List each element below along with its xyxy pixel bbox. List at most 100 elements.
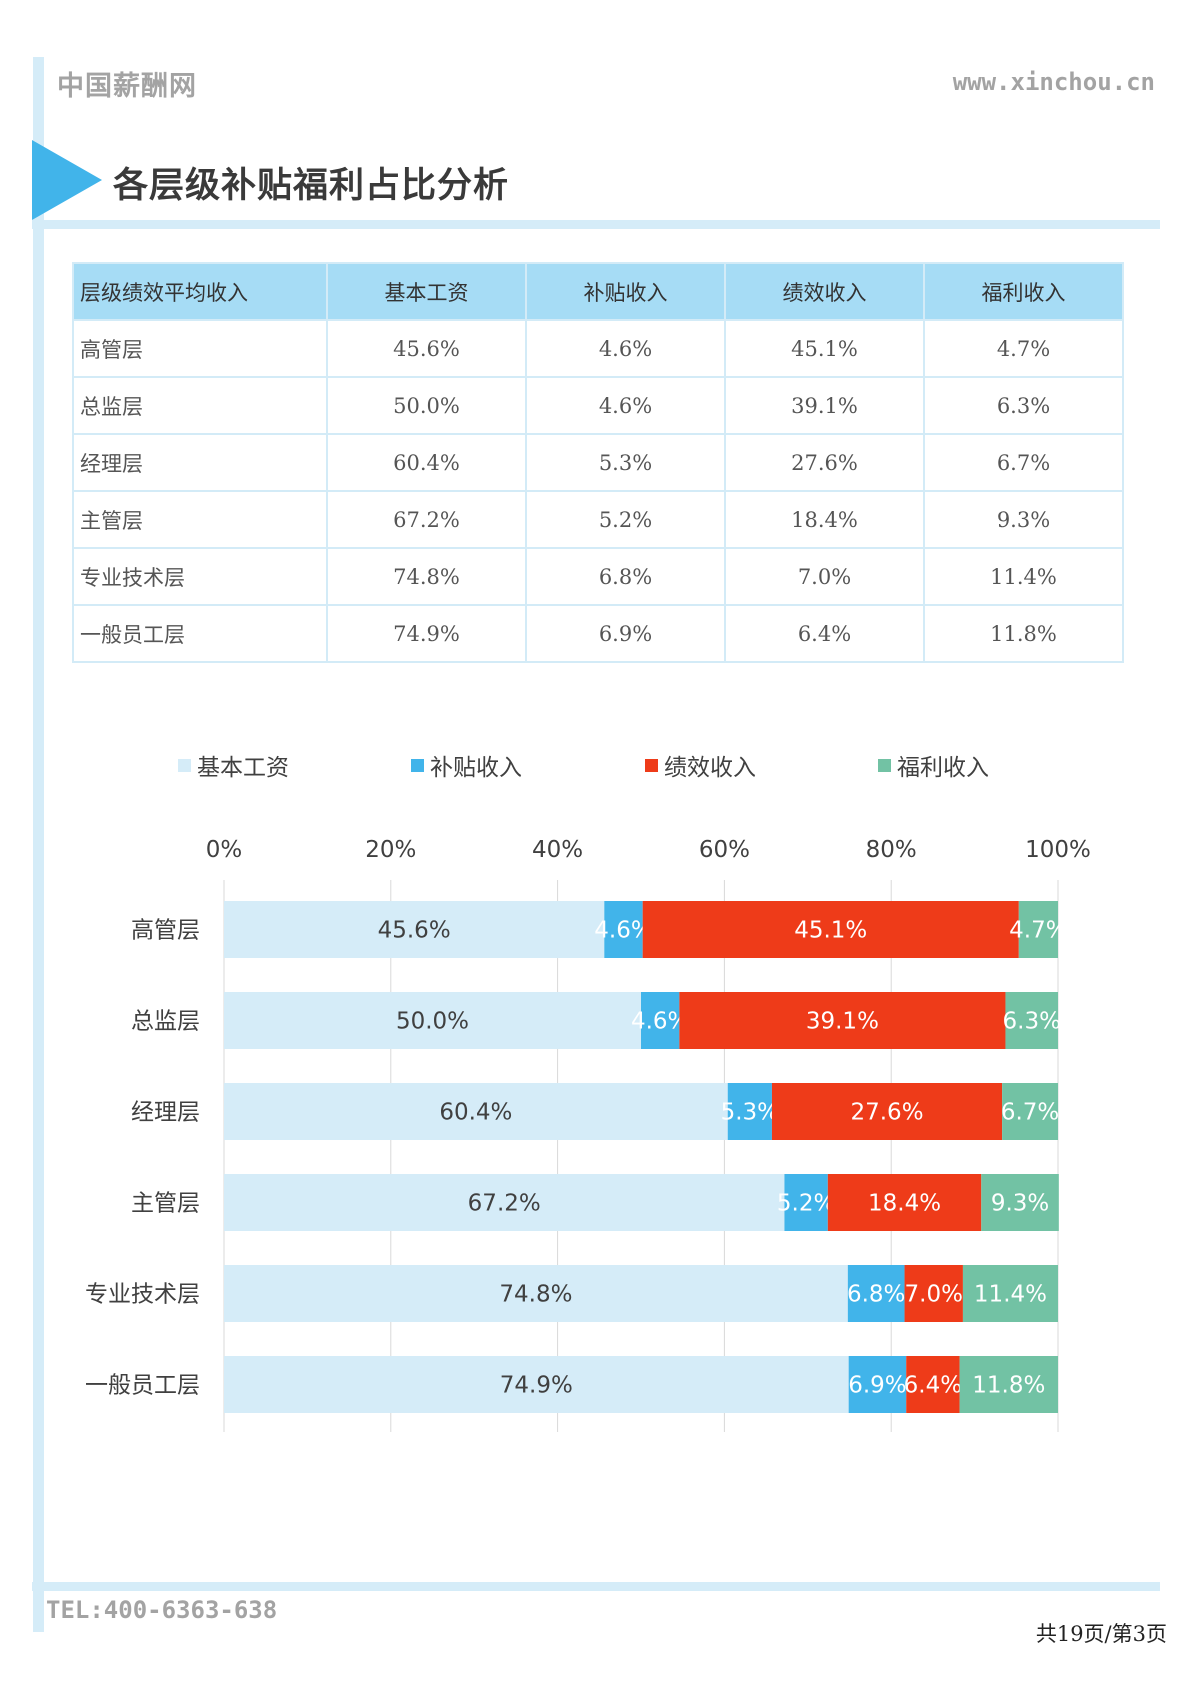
- legend-item: 绩效收入: [645, 748, 756, 782]
- bar-segment: [906, 1356, 960, 1413]
- table-cell: 50.0%: [326, 376, 527, 435]
- table-cell: 6.7%: [923, 433, 1124, 492]
- bar-segment: [224, 1265, 848, 1322]
- bar-segment: [847, 1265, 905, 1322]
- legend-swatch: [878, 758, 891, 772]
- bar-segment: [224, 901, 605, 958]
- chart-legend: 基本工资 补贴收入 绩效收入 福利收入: [178, 748, 1078, 781]
- table-cell: 6.9%: [525, 604, 726, 663]
- site-url: www.xinchou.cn: [952, 68, 1155, 96]
- data-label: 5.2%: [777, 1191, 835, 1217]
- table-cell: 11.4%: [923, 547, 1124, 606]
- legend-swatch: [411, 758, 424, 772]
- x-tick-label: 0%: [206, 837, 243, 863]
- category-label: 主管层: [131, 1191, 200, 1217]
- data-label: 6.4%: [904, 1373, 962, 1399]
- section-title: 各层级补贴福利占比分析: [113, 166, 510, 206]
- bar-segment: [959, 1356, 1058, 1413]
- bar-segment: [604, 901, 643, 958]
- table-cell: 45.1%: [724, 319, 925, 378]
- data-label: 11.4%: [974, 1282, 1047, 1308]
- table-cell: 6.4%: [724, 604, 925, 663]
- brand-name: 中国薪酬网: [57, 71, 197, 102]
- table-cell: 5.2%: [525, 490, 726, 549]
- row-label: 专业技术层: [72, 547, 328, 606]
- bar-segment: [641, 992, 680, 1049]
- legend-label: 福利收入: [897, 755, 989, 781]
- table-cell: 6.8%: [525, 547, 726, 606]
- legend-item: 基本工资: [178, 748, 289, 782]
- x-tick-label: 40%: [532, 837, 583, 863]
- table-row: 主管层 67.2% 5.2% 18.4% 9.3%: [72, 490, 1124, 549]
- category-label: 专业技术层: [85, 1282, 200, 1308]
- column-header: 绩效收入: [724, 262, 925, 321]
- bar-segment: [981, 1174, 1059, 1231]
- x-tick-label: 60%: [699, 837, 750, 863]
- column-header: 福利收入: [923, 262, 1124, 321]
- data-label: 6.8%: [847, 1282, 905, 1308]
- left-accent-bar: [33, 57, 44, 1632]
- page-number: 共19页/第3页: [1035, 1622, 1167, 1646]
- bar-segment: [679, 992, 1006, 1049]
- data-label: 27.6%: [850, 1100, 923, 1126]
- bar-segment: [771, 1083, 1003, 1140]
- data-label: 60.4%: [439, 1100, 512, 1126]
- bar-segment: [1002, 1083, 1058, 1140]
- bar-segment: [224, 1356, 849, 1413]
- data-table: 层级绩效平均收入 基本工资 补贴收入 绩效收入 福利收入 高管层 45.6% 4…: [72, 262, 1124, 663]
- x-tick-label: 20%: [365, 837, 416, 863]
- data-label: 45.6%: [378, 918, 451, 944]
- table-cell: 4.7%: [923, 319, 1124, 378]
- data-label: 6.9%: [848, 1373, 906, 1399]
- data-label: 45.1%: [794, 918, 867, 944]
- data-label: 7.0%: [905, 1282, 963, 1308]
- category-label: 一般员工层: [85, 1373, 200, 1399]
- table-cell: 11.8%: [923, 604, 1124, 663]
- data-label: 74.9%: [500, 1373, 573, 1399]
- bar-segment: [1005, 992, 1058, 1049]
- data-label: 6.3%: [1003, 1009, 1061, 1035]
- data-label: 50.0%: [396, 1009, 469, 1035]
- legend-item: 补贴收入: [411, 748, 522, 782]
- row-label: 主管层: [72, 490, 328, 549]
- category-label: 经理层: [131, 1100, 200, 1126]
- bar-segment: [642, 901, 1019, 958]
- column-header: 层级绩效平均收入: [72, 262, 328, 321]
- table-header-row: 层级绩效平均收入 基本工资 补贴收入 绩效收入 福利收入: [72, 262, 1124, 321]
- legend-swatch: [645, 758, 658, 772]
- bar-segment: [224, 992, 641, 1049]
- table-cell: 45.6%: [326, 319, 527, 378]
- x-tick-label: 100%: [1025, 837, 1091, 863]
- table-cell: 74.8%: [326, 547, 527, 606]
- table-row: 经理层 60.4% 5.3% 27.6% 6.7%: [72, 433, 1124, 492]
- data-label: 67.2%: [468, 1191, 541, 1217]
- table-cell: 4.6%: [525, 319, 726, 378]
- category-label: 高管层: [131, 918, 200, 944]
- footer-divider: [32, 1582, 1160, 1591]
- bar-segment: [784, 1174, 828, 1231]
- table-cell: 39.1%: [724, 376, 925, 435]
- legend-label: 补贴收入: [430, 755, 522, 781]
- bar-segment: [848, 1356, 907, 1413]
- table-row: 总监层 50.0% 4.6% 39.1% 6.3%: [72, 376, 1124, 435]
- column-header: 基本工资: [326, 262, 527, 321]
- table-cell: 60.4%: [326, 433, 527, 492]
- category-label: 总监层: [131, 1009, 200, 1035]
- row-label: 经理层: [72, 433, 328, 492]
- bar-segment: [224, 1083, 728, 1140]
- data-label: 39.1%: [806, 1009, 879, 1035]
- table-cell: 6.3%: [923, 376, 1124, 435]
- table-row: 一般员工层 74.9% 6.9% 6.4% 11.8%: [72, 604, 1124, 663]
- data-label: 9.3%: [991, 1191, 1049, 1217]
- row-label: 总监层: [72, 376, 328, 435]
- bar-segment: [727, 1083, 772, 1140]
- table-row: 专业技术层 74.8% 6.8% 7.0% 11.4%: [72, 547, 1124, 606]
- bar-segment: [962, 1265, 1058, 1322]
- table-cell: 5.3%: [525, 433, 726, 492]
- table-row: 高管层 45.6% 4.6% 45.1% 4.7%: [72, 319, 1124, 378]
- legend-label: 绩效收入: [664, 755, 756, 781]
- table-cell: 7.0%: [724, 547, 925, 606]
- legend-swatch: [178, 758, 191, 772]
- table-cell: 67.2%: [326, 490, 527, 549]
